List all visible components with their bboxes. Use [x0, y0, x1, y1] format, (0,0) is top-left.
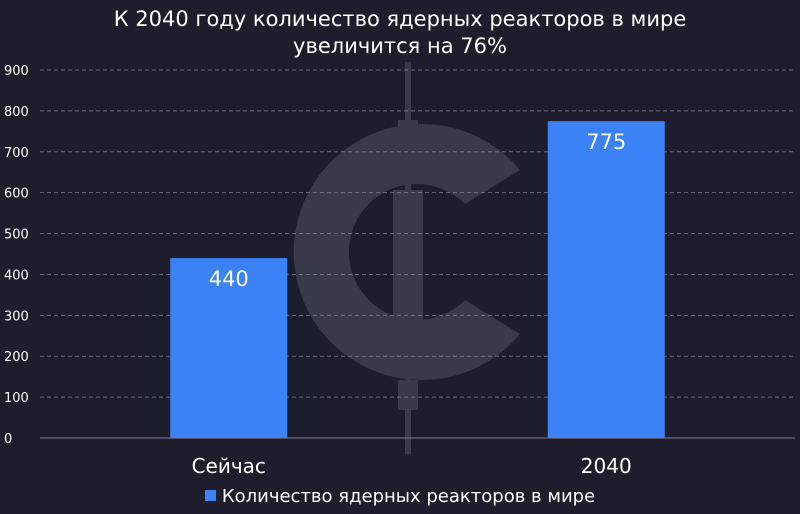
- y-tick-label: 200: [4, 350, 29, 365]
- grid-lines: [40, 69, 795, 439]
- chart-title: К 2040 году количество ядерных реакторов…: [0, 6, 800, 60]
- x-axis-ticks: Сейчас 2040: [192, 454, 632, 478]
- legend-label: Количество ядерных реакторов в мире: [221, 486, 596, 507]
- x-tick-label: 2040: [581, 454, 632, 478]
- c-logo-watermark-icon: [293, 62, 520, 454]
- y-tick-label: 500: [4, 228, 29, 243]
- legend-swatch: [204, 490, 216, 501]
- data-label: 775: [586, 130, 626, 154]
- y-tick-label: 100: [4, 391, 29, 406]
- chart-title-line-1: К 2040 году количество ядерных реакторов…: [113, 7, 687, 31]
- y-tick-label: 300: [4, 309, 29, 324]
- bar: [547, 121, 665, 438]
- y-tick-label: 0: [4, 432, 12, 447]
- chart-title-line-2: увеличится на 76%: [293, 34, 507, 58]
- data-labels: 440 775: [209, 130, 627, 291]
- y-tick-label: 800: [4, 105, 29, 120]
- bar: [170, 258, 288, 438]
- y-tick-label: 900: [4, 64, 29, 79]
- y-axis-ticks: 0 100 200 300 400 500 600 700 800 900: [4, 64, 29, 447]
- x-tick-label: Сейчас: [192, 454, 266, 478]
- y-tick-label: 600: [4, 187, 29, 202]
- bars: [170, 121, 665, 438]
- y-tick-label: 400: [4, 268, 29, 283]
- data-label: 440: [209, 267, 249, 291]
- y-tick-label: 700: [4, 146, 29, 161]
- legend: Количество ядерных реакторов в мире: [0, 485, 800, 509]
